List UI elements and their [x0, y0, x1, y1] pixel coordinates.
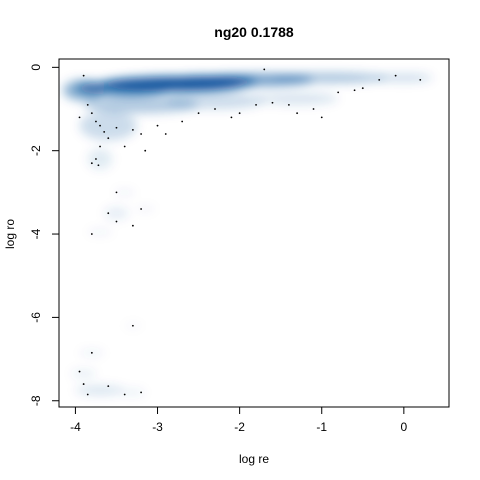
data-point	[107, 212, 110, 215]
data-point	[287, 103, 290, 106]
data-point	[95, 158, 97, 160]
data-point	[99, 124, 101, 127]
data-point	[140, 391, 143, 394]
data-point	[164, 133, 167, 135]
y-tick-label: -8	[29, 395, 43, 406]
y-tick-label: 0	[29, 64, 43, 71]
data-point	[103, 131, 106, 133]
density-region-18	[71, 370, 96, 377]
data-point	[97, 164, 100, 167]
data-point	[107, 385, 110, 388]
y-axis-label: log ro	[3, 219, 17, 249]
data-point	[197, 112, 200, 115]
data-point	[95, 120, 97, 123]
x-axis-label: log re	[239, 452, 269, 466]
data-point	[90, 112, 93, 115]
data-point	[312, 108, 315, 110]
density-layer	[63, 72, 433, 396]
data-point	[131, 224, 134, 227]
data-point	[263, 68, 266, 71]
data-point	[78, 370, 81, 373]
data-point	[238, 112, 241, 115]
y-tick-label: -2	[29, 145, 43, 156]
data-point	[90, 233, 93, 235]
data-point	[86, 103, 89, 106]
data-point	[115, 126, 118, 129]
density-region-5	[375, 73, 433, 82]
data-point	[131, 128, 134, 131]
data-point	[320, 116, 323, 119]
data-point	[140, 208, 143, 210]
data-point	[230, 116, 233, 119]
data-point	[82, 383, 85, 385]
density-region-19	[75, 385, 125, 396]
chart-title: ng20 0.1788	[214, 24, 294, 40]
y-tick-label: -6	[29, 312, 43, 323]
x-tick-label: -4	[70, 420, 81, 434]
data-point	[115, 191, 118, 194]
data-point	[337, 91, 340, 94]
data-point	[255, 103, 257, 106]
density-region-10	[79, 111, 137, 141]
density-region-11	[87, 148, 113, 170]
y-axis: 0 -2 -4 -6 -8	[29, 64, 60, 406]
data-point	[361, 87, 364, 90]
points-layer	[78, 68, 422, 396]
density-region-9	[256, 92, 339, 105]
data-point	[419, 78, 422, 81]
data-point	[156, 124, 159, 127]
data-point	[90, 162, 93, 165]
y-tick-label: -4	[29, 228, 43, 239]
density-region-6	[63, 79, 105, 101]
data-point	[378, 78, 381, 81]
density-region-12	[114, 190, 135, 195]
x-tick-label: -3	[152, 420, 163, 434]
data-point	[144, 149, 147, 152]
density-region-15	[87, 229, 113, 235]
x-axis: -4 -3 -2 -1 0	[70, 406, 407, 434]
density-region-13	[104, 206, 129, 220]
data-point	[123, 145, 126, 148]
data-point	[90, 351, 93, 354]
data-point	[353, 89, 356, 92]
data-point	[115, 220, 118, 223]
data-point	[181, 120, 184, 123]
data-point	[123, 393, 126, 396]
density-region-20	[120, 389, 146, 395]
data-point	[107, 137, 110, 140]
x-tick-label: 0	[400, 420, 407, 434]
data-point	[131, 324, 134, 327]
data-point	[394, 74, 397, 77]
data-point	[86, 393, 89, 396]
data-point	[99, 145, 101, 148]
density-region-4	[272, 72, 388, 83]
data-point	[82, 74, 85, 77]
data-point	[78, 116, 81, 119]
density-region-8	[165, 92, 265, 110]
data-point	[214, 108, 216, 110]
density-region-14	[135, 206, 156, 212]
x-tick-label: -1	[316, 420, 327, 434]
x-tick-label: -2	[234, 420, 245, 434]
data-point	[296, 112, 299, 115]
data-point	[271, 101, 274, 104]
data-point	[140, 133, 143, 135]
